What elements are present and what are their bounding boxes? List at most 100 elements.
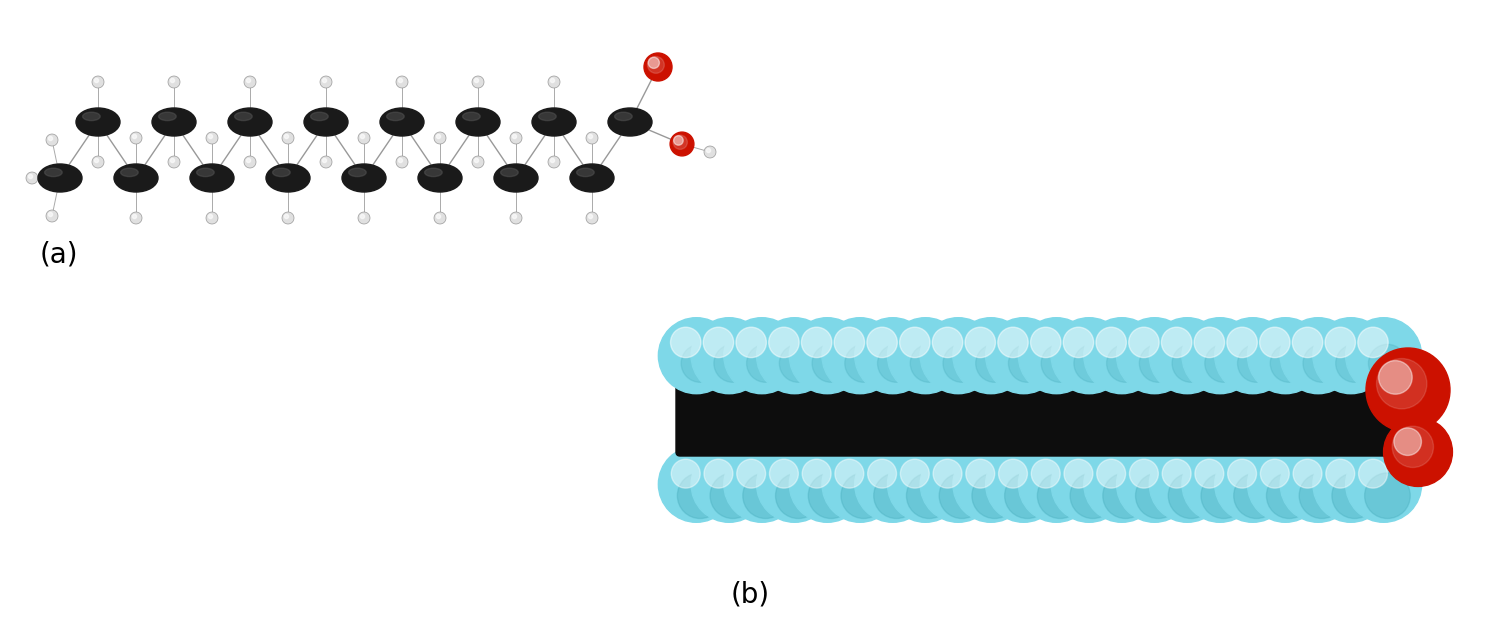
Ellipse shape bbox=[615, 112, 633, 121]
Ellipse shape bbox=[418, 164, 462, 192]
Ellipse shape bbox=[151, 108, 196, 136]
Circle shape bbox=[775, 473, 821, 519]
Circle shape bbox=[744, 473, 788, 519]
Circle shape bbox=[645, 53, 672, 81]
Circle shape bbox=[436, 214, 441, 219]
Ellipse shape bbox=[82, 112, 100, 121]
Circle shape bbox=[1313, 446, 1390, 522]
Circle shape bbox=[670, 327, 702, 358]
Circle shape bbox=[1346, 446, 1421, 522]
Circle shape bbox=[168, 156, 180, 168]
Circle shape bbox=[246, 79, 250, 82]
Circle shape bbox=[1106, 344, 1145, 383]
Ellipse shape bbox=[45, 168, 61, 176]
Circle shape bbox=[208, 214, 213, 219]
Circle shape bbox=[1037, 473, 1082, 519]
Circle shape bbox=[171, 158, 174, 163]
Circle shape bbox=[1303, 344, 1342, 383]
Circle shape bbox=[1150, 446, 1225, 522]
Circle shape bbox=[940, 473, 985, 519]
Ellipse shape bbox=[76, 108, 120, 136]
Circle shape bbox=[48, 136, 52, 141]
Circle shape bbox=[965, 459, 995, 488]
Ellipse shape bbox=[570, 164, 615, 192]
Circle shape bbox=[932, 459, 962, 488]
Circle shape bbox=[1346, 318, 1421, 394]
Circle shape bbox=[1030, 327, 1061, 358]
Ellipse shape bbox=[265, 164, 310, 192]
Circle shape bbox=[678, 473, 723, 519]
Circle shape bbox=[1096, 327, 1126, 358]
Circle shape bbox=[648, 56, 664, 73]
Circle shape bbox=[396, 76, 408, 88]
Circle shape bbox=[779, 344, 817, 383]
Circle shape bbox=[1393, 426, 1433, 467]
Circle shape bbox=[396, 156, 408, 168]
Circle shape bbox=[1064, 459, 1093, 488]
Circle shape bbox=[691, 318, 767, 394]
Circle shape bbox=[1103, 473, 1148, 519]
Circle shape bbox=[130, 132, 142, 144]
Ellipse shape bbox=[228, 108, 271, 136]
Ellipse shape bbox=[463, 112, 480, 121]
Circle shape bbox=[1259, 327, 1291, 358]
Circle shape bbox=[790, 318, 865, 394]
Circle shape bbox=[244, 76, 256, 88]
Circle shape bbox=[1070, 473, 1115, 519]
Circle shape bbox=[1369, 344, 1406, 383]
Ellipse shape bbox=[577, 168, 594, 176]
Circle shape bbox=[1117, 446, 1193, 522]
Circle shape bbox=[132, 134, 136, 139]
Circle shape bbox=[1073, 344, 1112, 383]
Circle shape bbox=[841, 473, 886, 519]
Circle shape bbox=[724, 446, 800, 522]
Circle shape bbox=[965, 327, 995, 358]
Circle shape bbox=[1267, 473, 1312, 519]
Circle shape bbox=[1294, 459, 1322, 488]
Circle shape bbox=[586, 212, 598, 224]
Text: (b): (b) bbox=[730, 580, 769, 608]
Ellipse shape bbox=[495, 164, 538, 192]
Circle shape bbox=[358, 212, 370, 224]
Circle shape bbox=[1136, 473, 1181, 519]
Circle shape bbox=[1117, 318, 1193, 394]
Circle shape bbox=[1333, 473, 1378, 519]
Circle shape bbox=[1280, 318, 1357, 394]
Circle shape bbox=[1129, 327, 1159, 358]
Circle shape bbox=[1162, 459, 1192, 488]
Circle shape bbox=[25, 172, 37, 184]
Circle shape bbox=[1228, 459, 1256, 488]
Circle shape bbox=[1063, 327, 1094, 358]
Circle shape bbox=[901, 459, 929, 488]
Circle shape bbox=[472, 156, 484, 168]
Circle shape bbox=[998, 459, 1027, 488]
Circle shape bbox=[747, 344, 784, 383]
Circle shape bbox=[845, 344, 883, 383]
Circle shape bbox=[46, 210, 58, 222]
Ellipse shape bbox=[196, 168, 214, 176]
Circle shape bbox=[907, 473, 952, 519]
Ellipse shape bbox=[120, 168, 138, 176]
Circle shape bbox=[1129, 459, 1159, 488]
Circle shape bbox=[1376, 358, 1427, 409]
Circle shape bbox=[319, 156, 331, 168]
Circle shape bbox=[360, 214, 364, 219]
Circle shape bbox=[589, 134, 592, 139]
Circle shape bbox=[1051, 446, 1127, 522]
Circle shape bbox=[808, 473, 854, 519]
Circle shape bbox=[360, 134, 364, 139]
Circle shape bbox=[1366, 348, 1450, 432]
Circle shape bbox=[399, 158, 403, 163]
Circle shape bbox=[1139, 344, 1177, 383]
Circle shape bbox=[513, 214, 517, 219]
Circle shape bbox=[1325, 327, 1355, 358]
Circle shape bbox=[821, 318, 898, 394]
Circle shape bbox=[887, 318, 964, 394]
Circle shape bbox=[208, 134, 213, 139]
Circle shape bbox=[1031, 459, 1060, 488]
Circle shape bbox=[835, 459, 863, 488]
Ellipse shape bbox=[532, 108, 576, 136]
Circle shape bbox=[549, 76, 561, 88]
Circle shape bbox=[94, 158, 99, 163]
Circle shape bbox=[474, 158, 478, 163]
